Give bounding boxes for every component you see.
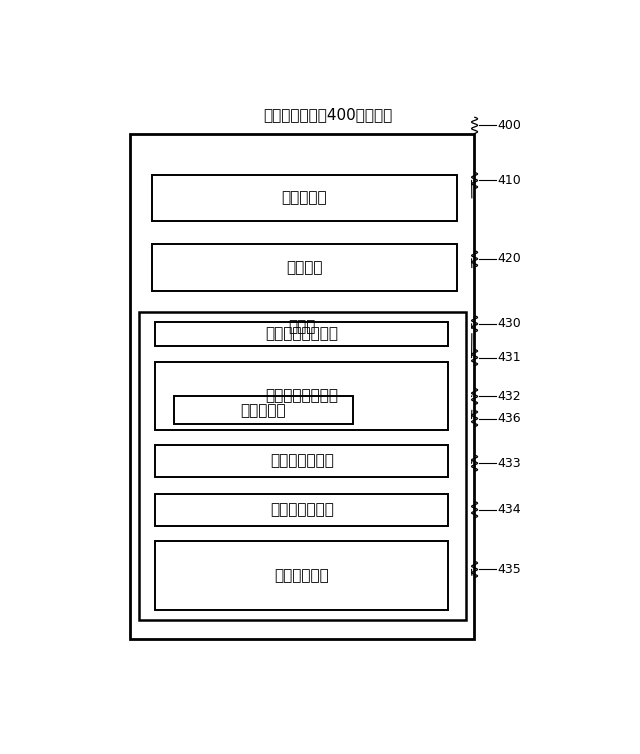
Bar — [156, 362, 448, 430]
Text: 風量制御部: 風量制御部 — [241, 403, 286, 418]
Text: 433: 433 — [498, 457, 521, 470]
Bar — [152, 244, 457, 291]
Text: 入出力部: 入出力部 — [286, 260, 323, 275]
Text: 430: 430 — [498, 317, 522, 330]
Text: 420: 420 — [498, 253, 522, 265]
Bar — [156, 494, 448, 526]
Bar — [174, 397, 353, 425]
Text: 負荷回転数処理部: 負荷回転数処理部 — [265, 388, 338, 403]
Bar — [156, 541, 448, 609]
Text: 435: 435 — [498, 563, 522, 576]
Text: 400: 400 — [498, 119, 522, 132]
Text: 431: 431 — [498, 351, 521, 364]
Bar — [138, 312, 466, 620]
Text: メモリ: メモリ — [289, 319, 316, 334]
Text: 434: 434 — [498, 503, 521, 516]
Bar — [156, 445, 448, 477]
Text: 432: 432 — [498, 390, 521, 403]
Text: 436: 436 — [498, 412, 521, 425]
Bar — [152, 175, 457, 221]
Bar — [156, 321, 448, 346]
Text: 温度データ処理部: 温度データ処理部 — [265, 326, 338, 342]
Text: 指令出力演算部: 指令出力演算部 — [270, 453, 333, 468]
Text: データ入出力部: データ入出力部 — [270, 502, 333, 517]
Text: 410: 410 — [498, 174, 522, 187]
Text: 制御用データ: 制御用データ — [275, 568, 329, 583]
Bar — [129, 134, 474, 639]
Text: モータ制御回路400の構成例: モータ制御回路400の構成例 — [264, 107, 392, 121]
Text: プロセッサ: プロセッサ — [282, 191, 327, 205]
